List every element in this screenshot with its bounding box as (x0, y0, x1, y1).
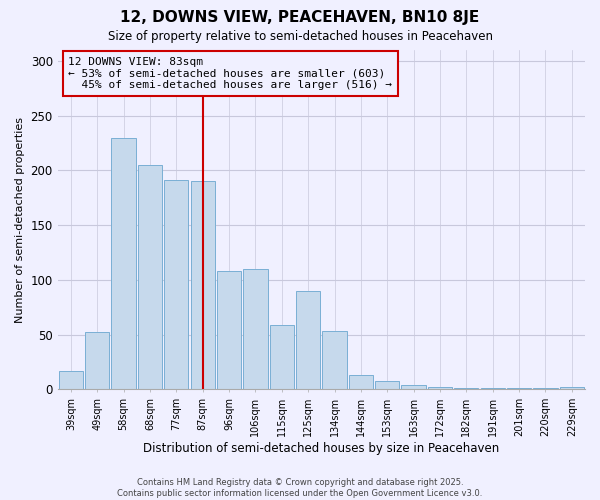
Y-axis label: Number of semi-detached properties: Number of semi-detached properties (15, 116, 25, 322)
Text: Contains HM Land Registry data © Crown copyright and database right 2025.
Contai: Contains HM Land Registry data © Crown c… (118, 478, 482, 498)
Bar (138, 165, 162, 390)
Bar (401, 385, 426, 390)
Bar (164, 180, 188, 390)
Bar (296, 291, 320, 390)
Bar (112, 138, 136, 390)
Bar (533, 388, 557, 390)
Bar (507, 388, 531, 390)
Bar (269, 325, 294, 390)
Text: 12 DOWNS VIEW: 83sqm
← 53% of semi-detached houses are smaller (603)
  45% of se: 12 DOWNS VIEW: 83sqm ← 53% of semi-detac… (68, 57, 392, 90)
Bar (428, 387, 452, 390)
Bar (322, 332, 347, 390)
Bar (59, 371, 83, 390)
Bar (217, 271, 241, 390)
X-axis label: Distribution of semi-detached houses by size in Peacehaven: Distribution of semi-detached houses by … (143, 442, 499, 455)
Bar (243, 269, 268, 390)
Bar (560, 387, 584, 390)
Bar (191, 182, 215, 390)
Text: 12, DOWNS VIEW, PEACEHAVEN, BN10 8JE: 12, DOWNS VIEW, PEACEHAVEN, BN10 8JE (121, 10, 479, 25)
Bar (481, 388, 505, 390)
Bar (85, 332, 109, 390)
Bar (375, 380, 400, 390)
Bar (454, 388, 478, 390)
Bar (349, 375, 373, 390)
Text: Size of property relative to semi-detached houses in Peacehaven: Size of property relative to semi-detach… (107, 30, 493, 43)
